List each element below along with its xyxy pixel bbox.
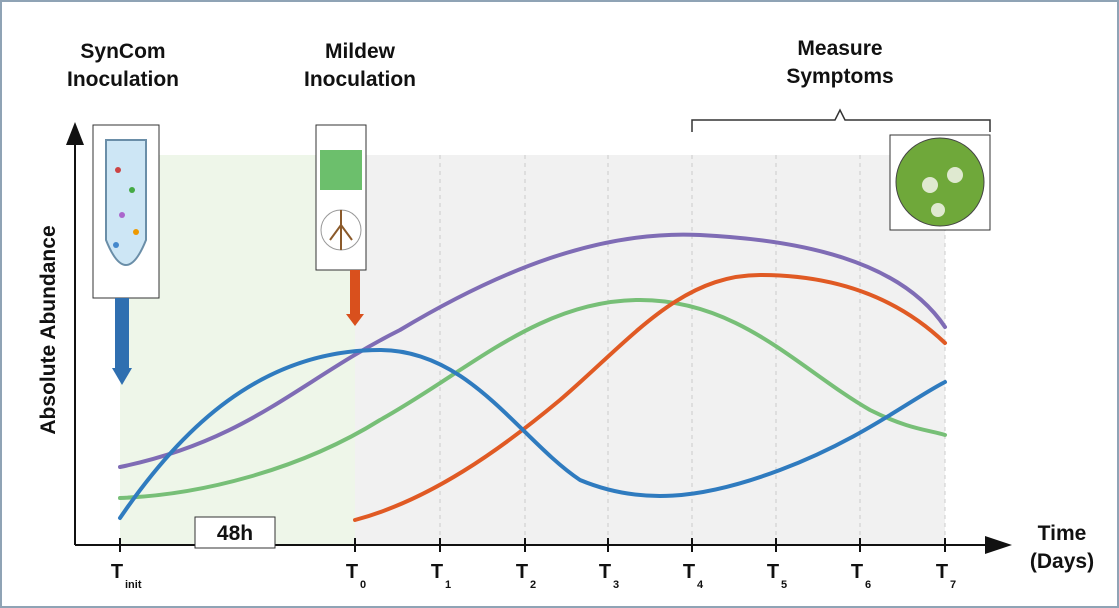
purple-curve [118, 232, 947, 469]
tick-subscript: 2 [530, 579, 536, 591]
tick-label: T [431, 561, 443, 583]
measure-label: Symptoms [786, 65, 893, 88]
tick-label: T [346, 561, 358, 583]
mildew-label: Inoculation [304, 68, 416, 91]
duration-label: 48h [217, 522, 253, 545]
tick-label: T [111, 561, 123, 583]
tick-subscript: 1 [445, 579, 451, 591]
orange-curve [353, 272, 947, 522]
tick-label: T [936, 561, 948, 583]
syncom-label: SynCom [80, 40, 165, 63]
tick-label: T [599, 561, 611, 583]
mildew-label: Mildew [325, 40, 396, 63]
tick-subscript: 6 [865, 579, 871, 591]
orange-arrow-shaft [350, 270, 360, 315]
green-curve [118, 297, 947, 500]
tick-label: T [516, 561, 528, 583]
tick-subscript: 3 [613, 579, 619, 591]
tick-subscript: init [125, 579, 142, 591]
syncom-label: Inoculation [67, 68, 179, 91]
tick-subscript: 5 [781, 579, 787, 591]
tick-subscript: 7 [950, 579, 956, 591]
leaf-disc [895, 137, 985, 227]
blue-curve [118, 347, 947, 520]
tick-label: T [683, 561, 695, 583]
leaf-section [320, 150, 362, 190]
tick-label: T [767, 561, 779, 583]
blue-arrow-head [112, 368, 132, 385]
tick-subscript: 4 [697, 579, 704, 591]
gray-region [355, 155, 945, 545]
x-axis-label: Time [1038, 522, 1087, 545]
y-axis-label: Absolute Abundance [37, 225, 60, 434]
x-arrow [985, 536, 1012, 554]
x-axis-label: (Days) [1030, 550, 1094, 573]
orange-arrow-head [346, 314, 364, 326]
duration-box [194, 516, 276, 549]
measure-label: Measure [797, 37, 882, 60]
blue-arrow-shaft [115, 298, 129, 368]
tube [105, 139, 147, 266]
tick-label: T [851, 561, 863, 583]
tick-subscript: 0 [360, 579, 366, 591]
y-arrow [66, 122, 84, 145]
brace [691, 108, 991, 132]
